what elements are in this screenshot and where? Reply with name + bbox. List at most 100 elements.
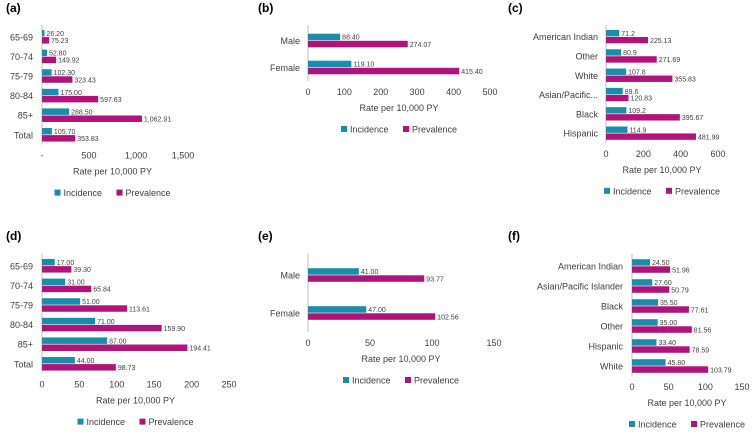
data-label: 71.2 <box>621 31 635 38</box>
tick-label: 500 <box>81 151 96 161</box>
incidence-bar <box>632 299 659 306</box>
data-label: 88.40 <box>342 35 360 42</box>
tick-label: 300 <box>410 87 425 97</box>
data-label: 41.00 <box>361 269 379 276</box>
data-label: 27.60 <box>654 280 672 287</box>
legend-swatch <box>341 126 347 132</box>
category-label: Female <box>270 309 300 319</box>
incidence-bar <box>606 29 620 37</box>
x-axis-label: Rate per 10,000 PY <box>622 165 701 175</box>
category-label: Male <box>280 36 300 46</box>
data-label: 39.30 <box>73 267 91 274</box>
legend-swatch <box>691 421 697 427</box>
data-label: 44.00 <box>77 358 95 365</box>
tick-label: 600 <box>710 149 725 159</box>
legend-label: Incidence <box>638 420 677 430</box>
data-label: 102.30 <box>54 70 76 77</box>
data-label: 35.50 <box>660 300 678 307</box>
tick-label: 0 <box>305 87 310 97</box>
prevalence-bar <box>308 40 408 48</box>
prevalence-bar <box>42 344 188 351</box>
legend-swatch <box>139 418 146 425</box>
incidence-bar <box>308 60 352 68</box>
data-label: 1,062.91 <box>144 116 171 123</box>
prevalence-bar <box>42 56 57 64</box>
category-label: 80-84 <box>10 320 33 330</box>
prevalence-bar <box>606 114 680 121</box>
data-label: 114.9 <box>629 127 646 134</box>
data-label: 109.2 <box>628 108 646 115</box>
legend-label: Prevalence <box>149 417 194 427</box>
prevalence-bar <box>606 56 657 63</box>
legend-label: Incidence <box>64 188 103 198</box>
prevalence-bar <box>606 133 696 140</box>
legend-swatch <box>77 418 84 425</box>
legend: Incidence Prevalence <box>341 125 457 135</box>
category-label: 75-79 <box>10 72 33 82</box>
data-label: 33.40 <box>658 340 676 347</box>
panel-2: (b) Male 88.40 274.07 Female 119.10 415.40 0 100… <box>258 1 498 135</box>
data-label: 80.9 <box>623 50 637 57</box>
prevalence-bar <box>42 266 72 273</box>
tick-label: 100 <box>109 380 124 390</box>
data-label: 77.61 <box>691 307 709 314</box>
legend-swatch <box>666 187 672 194</box>
legend-label: Incidence <box>87 417 126 427</box>
tick-label: 0 <box>603 149 608 159</box>
tick-label: 0 <box>629 382 634 392</box>
data-label: 194.41 <box>189 345 211 352</box>
legend-label: Incidence <box>350 125 389 135</box>
category-label: 85+ <box>18 111 33 121</box>
category-label: Asian/Pacific... <box>539 90 598 100</box>
category-label: Total <box>14 359 33 369</box>
panel-label: (c) <box>508 1 523 15</box>
category-label: Other <box>600 322 623 332</box>
prevalence-bar <box>42 95 99 103</box>
legend: Incidence Prevalence <box>343 376 459 386</box>
prevalence-bar <box>632 366 709 373</box>
x-axis-label: Rate per 10,000 PY <box>96 396 175 406</box>
data-label: 159.90 <box>164 326 186 333</box>
data-label: 65.84 <box>93 287 111 294</box>
data-label: 225.13 <box>650 38 672 45</box>
category-label: Other <box>575 51 598 61</box>
incidence-bar <box>606 126 628 133</box>
tick-label: - <box>41 151 44 161</box>
category-label: Black <box>576 109 599 119</box>
legend: Incidence Prevalence <box>54 188 171 198</box>
tick-label: 150 <box>147 380 162 390</box>
prevalence-bar <box>42 285 92 293</box>
tick-label: 1,000 <box>125 151 148 161</box>
legend-swatch <box>403 126 409 132</box>
data-label: 98.73 <box>118 365 136 372</box>
legend-swatch <box>116 189 123 196</box>
incidence-bar <box>632 259 650 266</box>
panel-label: (d) <box>6 229 21 243</box>
incidence-bar <box>42 337 108 344</box>
data-label: 89.6 <box>625 89 639 96</box>
panel-5: (e) Male 41.00 93.77 Female 47.00 102.56 0 50 100… <box>258 229 502 386</box>
tick-label: 100 <box>337 87 352 97</box>
incidence-bar <box>42 259 55 266</box>
category-label: White <box>600 362 623 372</box>
data-label: 51.00 <box>82 299 100 306</box>
panel-label: (f) <box>508 229 520 243</box>
prevalence-bar <box>42 115 142 122</box>
legend-swatch <box>629 421 635 427</box>
data-label: 175.00 <box>60 90 82 97</box>
tick-label: 500 <box>482 87 497 97</box>
incidence-bar <box>42 317 96 325</box>
category-label: Hispanic <box>588 342 623 352</box>
data-label: 35.00 <box>660 320 678 327</box>
legend-label: Incidence <box>613 186 652 196</box>
incidence-bar <box>606 107 627 114</box>
category-label: American Indian <box>558 262 623 272</box>
prevalence-bar <box>632 326 692 333</box>
data-label: 45.80 <box>668 360 686 367</box>
prevalence-bar <box>42 135 76 142</box>
tick-label: 200 <box>636 149 651 159</box>
data-label: 78.59 <box>692 347 710 354</box>
incidence-bar <box>308 268 359 275</box>
